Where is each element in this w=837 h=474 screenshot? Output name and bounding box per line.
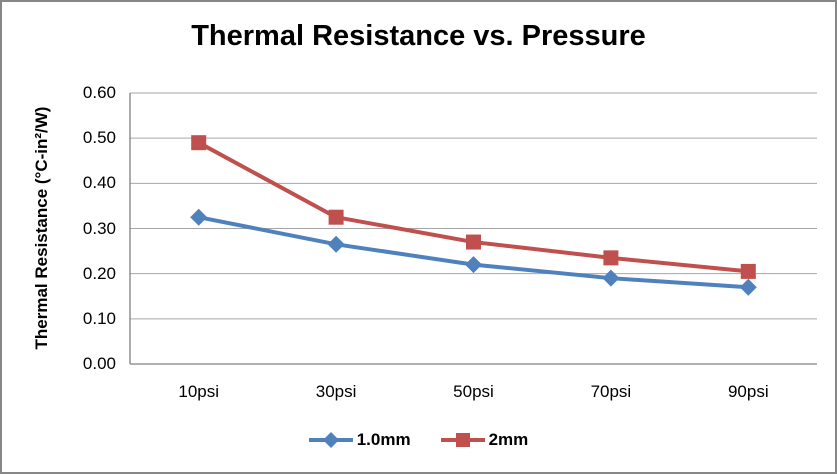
x-tick-label: 50psi — [453, 382, 494, 401]
legend-label: 2mm — [488, 430, 529, 449]
x-tick-label: 90psi — [727, 382, 769, 401]
series-marker-diamond — [465, 256, 482, 274]
legend-item-1.0mm: 1.0mm — [308, 430, 411, 450]
x-tick-label: 70psi — [590, 382, 632, 401]
legend-key-square-icon — [440, 433, 485, 447]
y-tick-label: 0.00 — [82, 354, 116, 373]
legend-label: 1.0mm — [356, 430, 411, 449]
y-tick-label: 0.40 — [82, 173, 116, 193]
series-line-2mm — [197, 140, 749, 274]
series-marker-diamond — [739, 278, 757, 296]
series-marker-diamond — [602, 269, 620, 287]
series-marker-square — [740, 263, 756, 279]
y-tick-label: 0.20 — [82, 263, 116, 283]
legend-key-diamond-icon — [308, 432, 353, 448]
series-line-1.0mm — [198, 215, 749, 290]
series-marker-diamond — [190, 208, 208, 226]
x-tick-label: 10psi — [178, 382, 219, 401]
legend: 1.0mm 2mm — [2, 430, 835, 450]
y-tick-label: 0.60 — [82, 83, 116, 102]
series-marker-diamond — [327, 235, 345, 253]
legend-item-2mm: 2mm — [440, 430, 529, 450]
series-marker-square — [603, 250, 619, 266]
y-tick-label: 0.30 — [82, 218, 116, 238]
chart-title: Thermal Resistance vs. Pressure — [191, 20, 646, 52]
y-tick-label: 0.10 — [82, 308, 116, 328]
y-tick-label: 0.50 — [82, 128, 116, 148]
x-tick-label: 30psi — [315, 382, 357, 401]
series-marker-square — [466, 234, 481, 250]
series-marker-square — [328, 209, 344, 225]
series-marker-square — [191, 135, 207, 151]
